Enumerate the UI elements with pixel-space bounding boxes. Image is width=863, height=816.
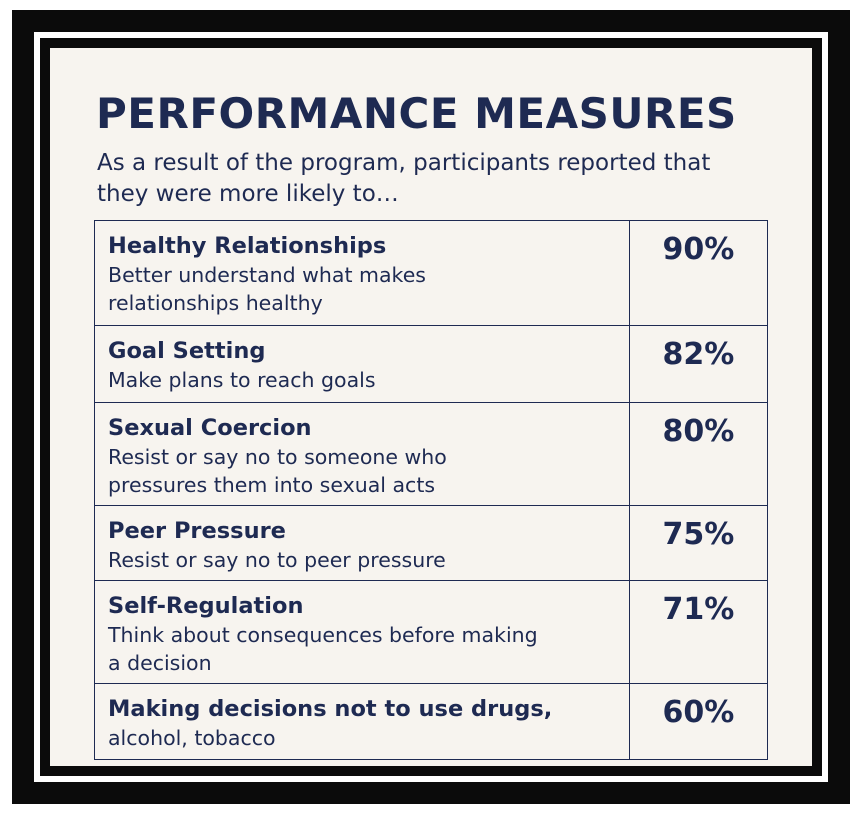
measure-description-cell: Self-Regulation Think about consequences…	[94, 580, 630, 684]
measure-heading: Healthy Relationships	[108, 233, 387, 259]
measure-description: Better understand what makes relationshi…	[108, 263, 426, 315]
table-row: Self-Regulation Think about consequences…	[94, 580, 769, 684]
measure-percent: 60%	[628, 683, 769, 760]
measure-description-cell: Sexual Coercion Resist or say no to some…	[94, 402, 630, 506]
table-row: Peer Pressure Resist or say no to peer p…	[94, 505, 769, 581]
measure-description: Resist or say no to peer pressure	[108, 548, 446, 572]
table-row: Sexual Coercion Resist or say no to some…	[94, 402, 769, 506]
page-title: PERFORMANCE MEASURES	[96, 89, 737, 138]
measure-heading: Goal Setting	[108, 338, 266, 364]
table-row: Making decisions not to use drugs, alcoh…	[94, 683, 769, 760]
measure-description: Make plans to reach goals	[108, 368, 376, 392]
measure-description: Resist or say no to someone who pressure…	[108, 445, 447, 497]
table-row: Goal Setting Make plans to reach goals 8…	[94, 325, 769, 403]
measure-description-cell: Making decisions not to use drugs, alcoh…	[94, 683, 630, 760]
measure-heading: Self-Regulation	[108, 593, 304, 619]
measure-description-cell: Healthy Relationships Better understand …	[94, 220, 630, 326]
measure-description: alcohol, tobacco	[108, 726, 276, 750]
measure-percent: 82%	[628, 325, 769, 403]
table-row: Healthy Relationships Better understand …	[94, 220, 769, 326]
measure-percent: 80%	[628, 402, 769, 506]
measure-percent: 90%	[628, 220, 769, 326]
measure-description: Think about consequences before making a…	[108, 623, 538, 675]
measure-heading: Peer Pressure	[108, 518, 286, 544]
measure-percent: 75%	[628, 505, 769, 581]
page-subtitle: As a result of the program, participants…	[97, 150, 711, 207]
measure-heading: Making decisions not to use drugs,	[108, 696, 553, 722]
measures-table: Healthy Relationships Better understand …	[94, 220, 769, 760]
measure-heading: Sexual Coercion	[108, 415, 312, 441]
measure-description-cell: Goal Setting Make plans to reach goals	[94, 325, 630, 403]
measure-percent: 71%	[628, 580, 769, 684]
measure-description-cell: Peer Pressure Resist or say no to peer p…	[94, 505, 630, 581]
